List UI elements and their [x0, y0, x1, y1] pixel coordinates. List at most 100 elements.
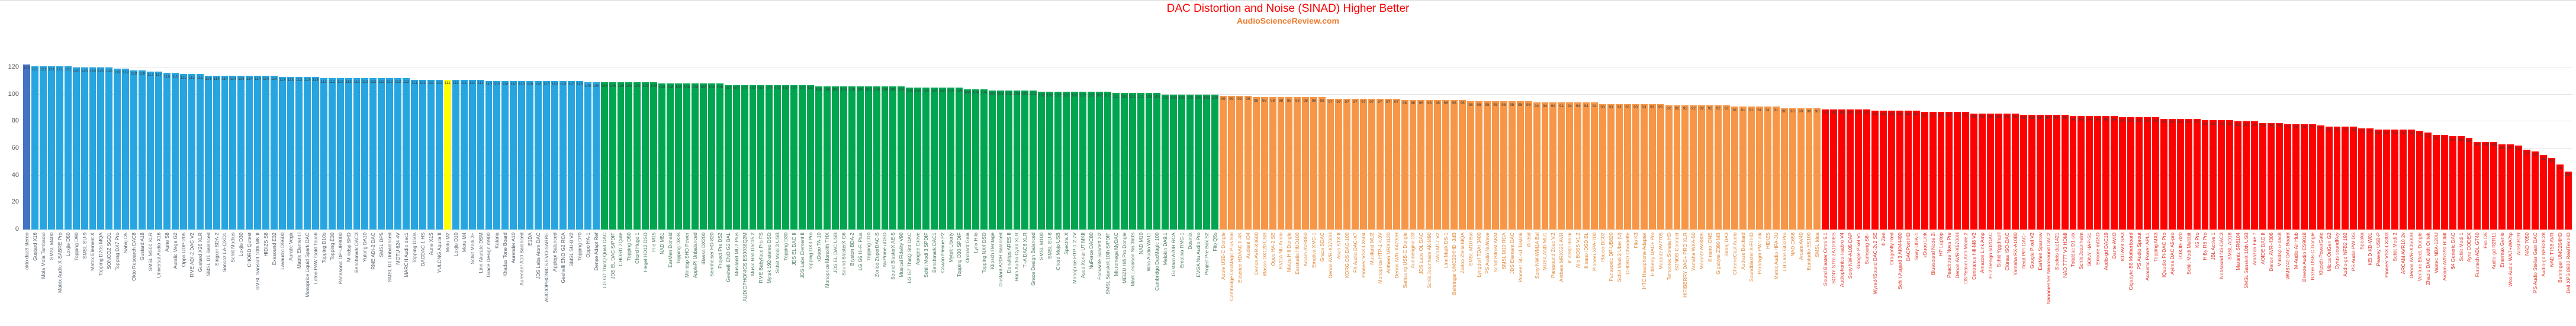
bar-slot: 103 Holo Audio Cyan XLR — [1013, 67, 1021, 281]
bar-value-label: 110 — [494, 82, 500, 87]
bar — [1780, 108, 1788, 230]
bar-value-label: 94 — [1559, 104, 1564, 108]
bar-value-label: 75 — [2359, 130, 2364, 134]
bar-slot: 99 Cambridge DacMagic Plus Bal — [1227, 67, 1236, 301]
bar-value-label: 85 — [2062, 116, 2067, 121]
bar-value-label: 114 — [271, 77, 278, 82]
bar-slot: 78 M-Audio Air Hub — [2292, 67, 2300, 269]
bar-category-label: Apogee Grove — [914, 233, 921, 265]
bar-value-label: 100 — [1211, 96, 1218, 101]
bar-slot: 92 Sabaj DA3 — [1722, 67, 1731, 257]
bar-category-label: SMSL Idea — [1814, 233, 1821, 257]
bar-category-label: Loxjie D50 — [65, 233, 71, 257]
bar-category-label: Dante AVIO — [2111, 233, 2117, 259]
bar-category-label: Musiland MU2 Plus — [733, 233, 739, 276]
bar-value-label: 98 — [1295, 98, 1300, 103]
bar-value-label: 74 — [2384, 131, 2389, 135]
bar-value-label: 115 — [180, 75, 186, 80]
bar — [2136, 117, 2143, 230]
bar-value-label: 77 — [2318, 127, 2323, 131]
bar-category-label: Fiio Q5s — [1211, 233, 1218, 251]
bar-slot: 100 Gustard A20H RCA — [1169, 67, 1178, 276]
bar-slot: 114 HIDIZS S8 — [262, 67, 270, 257]
bar-slot: 53 NAD T758 AVR — [2548, 67, 2556, 267]
bar — [72, 67, 80, 230]
bar-slot: 101 MEIZU Hifi Pro Dongle — [1120, 67, 1128, 283]
bar-slot: 112 Minidsp SHD — [345, 67, 353, 262]
bar-category-label: Cambridge DacMagic 100 — [1154, 233, 1160, 291]
bar-category-label: Micca OriGen G2 — [2326, 233, 2332, 272]
bar-slot: 110 Aurender A10 Balanced — [517, 67, 526, 286]
bar-slot: 93 CHORD Chordette — [1623, 67, 1632, 275]
bar — [2143, 117, 2151, 230]
bar-category-label: PS Audio PW DS — [2350, 233, 2357, 272]
bar-slot: 69 Schiit Modi 1 — [2457, 67, 2465, 262]
bar-value-label: 112 — [387, 79, 393, 84]
bar-slot: 109 CHORD 2Qute — [617, 67, 625, 266]
bar — [1549, 102, 1557, 230]
bar-value-label: 108 — [716, 85, 723, 89]
bar-slot: 82 Schiit Modi Multibit — [2185, 67, 2193, 275]
bar — [139, 70, 146, 230]
bar-value-label: 99 — [1221, 97, 1226, 102]
bar — [873, 86, 880, 230]
bar-category-label: Topping D50 — [626, 233, 632, 261]
bar-slot: 104 Lynx Hilo — [972, 67, 980, 253]
bar-value-label: 87 — [1955, 113, 1960, 118]
bar — [2482, 141, 2490, 230]
bar-value-label: 96 — [1402, 101, 1407, 106]
bar — [1995, 113, 2002, 230]
bar — [1227, 95, 1235, 230]
bar — [1335, 98, 1342, 230]
bar-value-label: 110 — [576, 82, 583, 87]
bar-category-label: MEIZU Hifi Pro Dongle — [1121, 233, 1127, 283]
bar-slot: 107 JDS Labs Element II — [798, 67, 806, 278]
bar-value-label: 114 — [255, 77, 261, 82]
bar-slot: 91 Paradigm PW-Link — [1755, 67, 1764, 275]
bar-value-label: 107 — [807, 86, 814, 91]
bar-category-label: Music Hall Dac15.2 — [750, 233, 756, 276]
bar-slot: 98 Earstudio HUD100 — [1293, 67, 1301, 275]
bar — [2044, 114, 2052, 230]
bar-category-label: SMSL Sanskrit 10th MK II — [254, 233, 261, 290]
bar-category-label: Matrix Audio X-SABRE Pro — [56, 233, 63, 293]
bar-category-label: HiBy R6 Pro — [2202, 233, 2208, 260]
bar-category-label: Yamaha RX-A1080 — [2012, 233, 2018, 276]
bar-slot: 68 Ayre CODEX — [2465, 67, 2474, 262]
bar-value-label: 99 — [1237, 97, 1242, 102]
bar-value-label: 86 — [1980, 115, 1985, 120]
bar-slot: 70 Arcam AVR390 HDMI — [2440, 67, 2449, 281]
bar-value-label: 111 — [420, 81, 426, 86]
bar — [1451, 99, 1458, 230]
bar-category-label: Monoprice Monolith THX — [824, 233, 830, 288]
bar — [1063, 92, 1070, 230]
bar — [1591, 102, 1599, 230]
bar-slot: 96 Behringer UMC204HD -3dB — [1450, 67, 1458, 295]
bar — [716, 83, 723, 230]
bar — [419, 79, 426, 230]
bar — [2069, 116, 2077, 230]
bar-value-label: 103 — [1021, 92, 1028, 96]
bar-value-label: 108 — [675, 85, 682, 89]
bar-category-label: Denon AVR-X3600 — [1253, 233, 1259, 275]
bar-value-label: 112 — [337, 79, 343, 84]
bar — [336, 78, 344, 230]
bar-value-label: 109 — [593, 83, 600, 88]
bar-value-label: 90 — [1782, 109, 1787, 114]
bar-value-label: 102 — [1046, 93, 1053, 98]
chart-title: DAC Distortion and Noise (SINAD) Higher … — [1166, 2, 1410, 15]
bar-category-label: SMSL SU-8 — [1046, 233, 1053, 259]
bar-value-label: 114 — [238, 77, 245, 82]
bar-slot: 107 JDS EL DAC II — [790, 67, 798, 266]
bar-value-label: 92 — [1707, 106, 1712, 111]
bar-value-label: 81 — [2227, 121, 2232, 126]
bar-value-label: 87 — [1938, 113, 1944, 118]
bar-category-label: Universal Audio X16 — [155, 233, 162, 278]
bar-category-label: Apple USB-C Dongle — [1220, 233, 1226, 280]
bar-value-label: 53 — [2549, 159, 2554, 164]
bar — [1252, 97, 1260, 230]
bar-slot: 107 Music Hall Dac15.2 — [749, 67, 757, 276]
bar — [47, 66, 55, 230]
bar-slot: 94 MUSILAND MU1 — [1541, 67, 1549, 270]
